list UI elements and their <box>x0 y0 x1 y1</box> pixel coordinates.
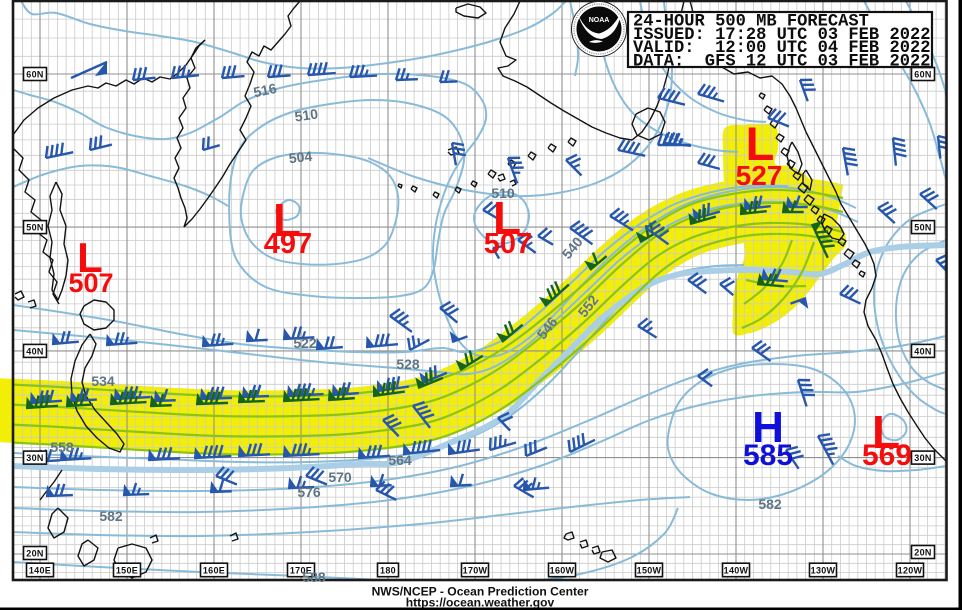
svg-text:516: 516 <box>252 80 278 101</box>
svg-text:130W: 130W <box>811 565 836 575</box>
svg-text:576: 576 <box>297 484 321 500</box>
svg-text:558: 558 <box>50 439 74 455</box>
svg-text:570: 570 <box>328 469 352 485</box>
svg-text:522: 522 <box>293 335 317 351</box>
svg-text:510: 510 <box>294 105 320 124</box>
svg-text:180: 180 <box>380 565 396 575</box>
svg-text:534: 534 <box>91 373 115 389</box>
svg-text:40N: 40N <box>26 346 43 356</box>
svg-text:582: 582 <box>758 496 782 512</box>
svg-text:20N: 20N <box>26 548 43 558</box>
svg-text:L: L <box>77 234 103 281</box>
svg-text:NOAA: NOAA <box>589 17 610 24</box>
svg-text:120W: 120W <box>898 565 923 575</box>
svg-text:H: H <box>752 403 784 452</box>
svg-text:140E: 140E <box>29 565 51 575</box>
svg-text:40N: 40N <box>914 346 931 356</box>
svg-text:20N: 20N <box>914 547 931 557</box>
svg-text:170E: 170E <box>290 565 312 575</box>
svg-text:https://ocean.weather.gov: https://ocean.weather.gov <box>406 596 555 610</box>
svg-text:582: 582 <box>99 508 123 524</box>
svg-text:564: 564 <box>388 452 412 468</box>
svg-text:588: 588 <box>302 569 326 585</box>
svg-text:30N: 30N <box>914 453 931 463</box>
svg-text:L: L <box>746 117 775 170</box>
svg-text:NWS/NCEP - Ocean Prediction Ce: NWS/NCEP - Ocean Prediction Center <box>372 585 589 599</box>
svg-text:160E: 160E <box>203 565 225 575</box>
svg-text:24-HOUR 500 MB FORECAST: 24-HOUR 500 MB FORECAST <box>633 13 869 32</box>
svg-text:60N: 60N <box>914 69 931 79</box>
svg-text:ISSUED: 17:28 UTC 03 FEB 2022: ISSUED: 17:28 UTC 03 FEB 2022 <box>633 26 930 45</box>
svg-text:L: L <box>872 406 900 458</box>
svg-text:50N: 50N <box>914 223 931 233</box>
svg-text:VALID: 12:00 UTC 04 FEB 2022: VALID: 12:00 UTC 04 FEB 2022 <box>633 39 930 58</box>
svg-text:507: 507 <box>484 228 532 260</box>
svg-text:150E: 150E <box>116 565 138 575</box>
svg-text:569: 569 <box>862 439 912 472</box>
svg-text:507: 507 <box>68 268 113 298</box>
svg-text:504: 504 <box>288 148 313 166</box>
svg-text:DATA: GFS 12 UTC 03 FEB 2022: DATA: GFS 12 UTC 03 FEB 2022 <box>633 52 930 71</box>
svg-text:50N: 50N <box>26 223 43 233</box>
svg-text:L: L <box>273 194 301 246</box>
svg-text:497: 497 <box>264 228 312 260</box>
svg-text:L: L <box>493 192 521 244</box>
svg-text:140W: 140W <box>724 565 749 575</box>
svg-text:30N: 30N <box>26 453 43 463</box>
svg-text:528: 528 <box>396 356 420 372</box>
svg-text:527: 527 <box>736 160 783 191</box>
svg-text:170W: 170W <box>463 565 488 575</box>
svg-text:60N: 60N <box>26 69 43 79</box>
svg-text:160W: 160W <box>550 565 575 575</box>
svg-text:585: 585 <box>743 439 793 472</box>
svg-text:150W: 150W <box>637 565 662 575</box>
svg-text:510: 510 <box>491 185 515 201</box>
